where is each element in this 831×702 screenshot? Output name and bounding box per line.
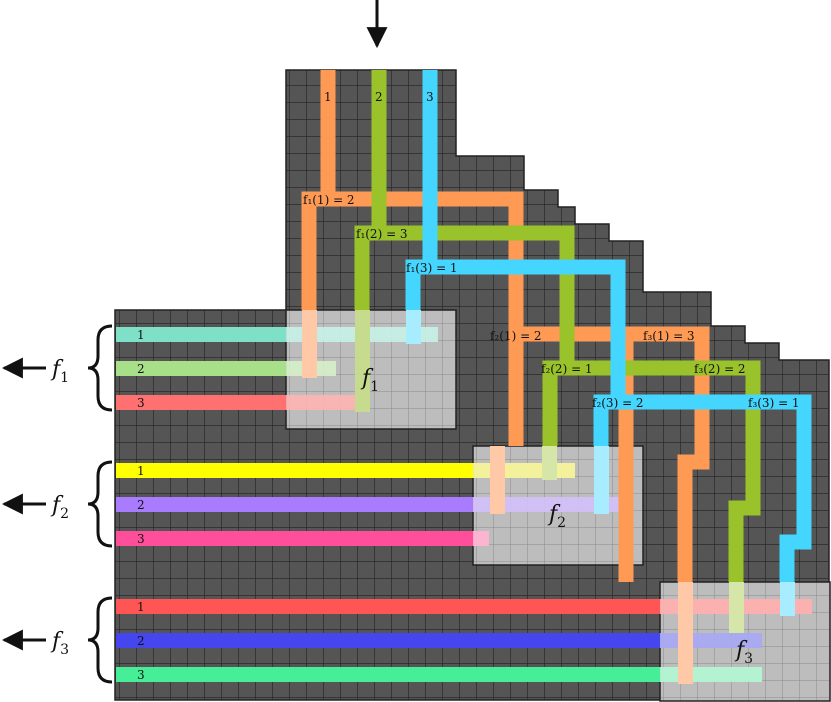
mapping-f2-3: f₂(3) = 2 bbox=[592, 396, 644, 410]
f3-bar-1 bbox=[116, 599, 660, 614]
brace-f2 bbox=[87, 460, 113, 548]
f2-row-2: 2 bbox=[137, 498, 145, 512]
mapping-f3-3: f₃(3) = 1 bbox=[748, 396, 800, 410]
mapping-f2-1: f₂(1) = 2 bbox=[490, 329, 542, 343]
f2-row-1: 1 bbox=[137, 464, 145, 478]
input-wire-3-faded bbox=[406, 310, 795, 616]
f2-bar-1 bbox=[116, 463, 473, 478]
f1-row-1: 1 bbox=[137, 328, 145, 342]
input-label-2: 2 bbox=[375, 90, 383, 104]
input-wire-1-faded bbox=[302, 310, 693, 684]
f3-row-3: 3 bbox=[137, 668, 145, 682]
f1-row-3: 3 bbox=[137, 396, 145, 410]
f3-bar-3-in bbox=[660, 667, 762, 682]
mapping-f3-1: f₃(1) = 3 bbox=[643, 329, 695, 343]
output-f2: f2 bbox=[1, 460, 113, 548]
f3-output-bars bbox=[116, 599, 812, 682]
output-label-f2: f2 bbox=[50, 493, 69, 522]
f2-bar-3 bbox=[116, 531, 473, 546]
f3-bar-2 bbox=[116, 633, 660, 648]
brace-f1 bbox=[87, 324, 113, 412]
f1-row-2: 2 bbox=[137, 362, 145, 376]
f3-row-2: 2 bbox=[137, 634, 145, 648]
f3-bar-3 bbox=[116, 667, 660, 682]
input-wire-2 bbox=[354, 70, 761, 582]
input-label-1: 1 bbox=[324, 90, 332, 104]
input-wire-3 bbox=[405, 70, 812, 582]
f2-row-3: 3 bbox=[137, 532, 145, 546]
f3-bar-2-in bbox=[660, 633, 762, 648]
f2-output-bars bbox=[116, 463, 625, 546]
f1-bar-2 bbox=[116, 361, 286, 376]
mapping-f1-3: f₁(3) = 1 bbox=[406, 261, 458, 275]
mapping-f1-2: f₁(2) = 3 bbox=[356, 227, 408, 241]
f1-output-bars bbox=[116, 327, 438, 410]
output-label-f3: f3 bbox=[50, 629, 69, 658]
mapping-f1-1: f₁(1) = 2 bbox=[303, 193, 355, 207]
f3-row-1: 1 bbox=[137, 600, 145, 614]
mapping-f2-2: f₂(2) = 1 bbox=[541, 362, 593, 376]
f2-bar-3-in bbox=[473, 531, 489, 546]
f1-bar-3-in bbox=[286, 395, 370, 410]
mapping-f3-2: f₃(2) = 2 bbox=[694, 362, 746, 376]
f1-bar-1 bbox=[116, 327, 286, 342]
brace-f3 bbox=[87, 596, 113, 684]
input-wire-1 bbox=[301, 70, 710, 582]
f2-bar-2-in bbox=[473, 497, 625, 512]
input-wire-2-faded bbox=[355, 310, 744, 633]
input-label-3: 3 bbox=[426, 90, 434, 104]
output-f3: f3 bbox=[1, 596, 113, 684]
output-f1: f1 bbox=[1, 324, 113, 412]
output-label-f1: f1 bbox=[50, 357, 69, 386]
f2-bar-1-in bbox=[473, 463, 575, 478]
f2-bar-2 bbox=[116, 497, 473, 512]
f1-bar-3 bbox=[116, 395, 286, 410]
